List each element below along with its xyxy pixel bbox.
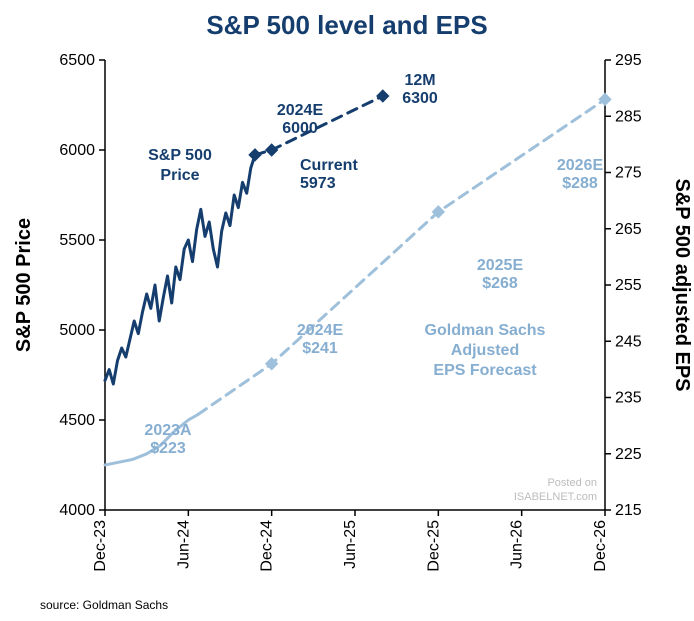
x-tick-label: Dec-26 (592, 520, 609, 572)
price-annotation: 2024E (277, 102, 324, 119)
x-tick-label: Dec-23 (92, 520, 109, 572)
eps-annotation: 2023A (144, 422, 192, 439)
eps-annotation: EPS Forecast (433, 362, 537, 379)
price-marker (377, 90, 389, 102)
y-right-tick-label: 255 (615, 277, 642, 294)
x-tick-label: Jun-26 (509, 520, 526, 569)
chart-svg: S&P 500 level and EPS 4000 4500 5000 5500 600… (0, 0, 694, 621)
price-marker (266, 144, 278, 156)
y-left-tick-label: 4000 (59, 502, 95, 519)
price-annotation: 6000 (282, 120, 318, 137)
watermark-line1: Posted on (547, 477, 597, 489)
x-tick-label: Dec-24 (259, 520, 276, 572)
y-left-tick-label: 5500 (59, 232, 95, 249)
eps-annotation: Adjusted (451, 342, 519, 359)
y-right-tick-label: 225 (615, 446, 642, 463)
y-right-tick-label: 245 (615, 333, 642, 350)
price-annotation: Price (160, 167, 199, 184)
price-marker (249, 149, 261, 161)
eps-annotation: $268 (482, 275, 518, 292)
y-right-tick-label: 285 (615, 108, 642, 125)
x-tick-label: Jun-25 (342, 520, 359, 569)
y-right-tick-label: 275 (615, 165, 642, 182)
price-annotation: S&P 500 (148, 147, 212, 164)
y-right-tick-label: 295 (615, 52, 642, 69)
eps-annotation: 2025E (477, 257, 524, 274)
price-annotation: Current (300, 157, 358, 174)
eps-annotation: 2024E (297, 322, 344, 339)
watermark-line2: ISABELNET.com (514, 491, 597, 503)
y-left-tick-label: 6500 (59, 52, 95, 69)
y-left-axis-title: S&P 500 Price (13, 218, 35, 352)
eps-annotation: $241 (302, 340, 338, 357)
x-tick-label: Dec-25 (425, 520, 442, 572)
eps-forecast-line (198, 99, 605, 414)
source-text: source: Goldman Sachs (40, 598, 168, 612)
y-right-tick-label: 215 (615, 502, 642, 519)
y-left-tick-label: 6000 (59, 142, 95, 159)
chart-title: S&P 500 level and EPS (206, 10, 487, 40)
price-annotation: 6300 (402, 90, 438, 107)
x-tick-label: Jun-24 (175, 520, 192, 569)
eps-annotation: $288 (562, 175, 598, 192)
y-left-tick-label: 5000 (59, 322, 95, 339)
y-right-tick-label: 265 (615, 221, 642, 238)
eps-annotation: 2026E (557, 157, 604, 174)
eps-annotation: $223 (150, 440, 186, 457)
price-annotation: 12M (404, 72, 435, 89)
eps-annotation: Goldman Sachs (425, 322, 546, 339)
y-right-axis-title: S&P 500 adjusted EPS (671, 178, 693, 391)
y-right-tick-label: 235 (615, 390, 642, 407)
chart-container: S&P 500 level and EPS 4000 4500 5000 5500 600… (0, 0, 694, 621)
price-annotation: 5973 (300, 175, 336, 192)
y-left-tick-label: 4500 (59, 412, 95, 429)
price-historical-line (105, 155, 255, 384)
